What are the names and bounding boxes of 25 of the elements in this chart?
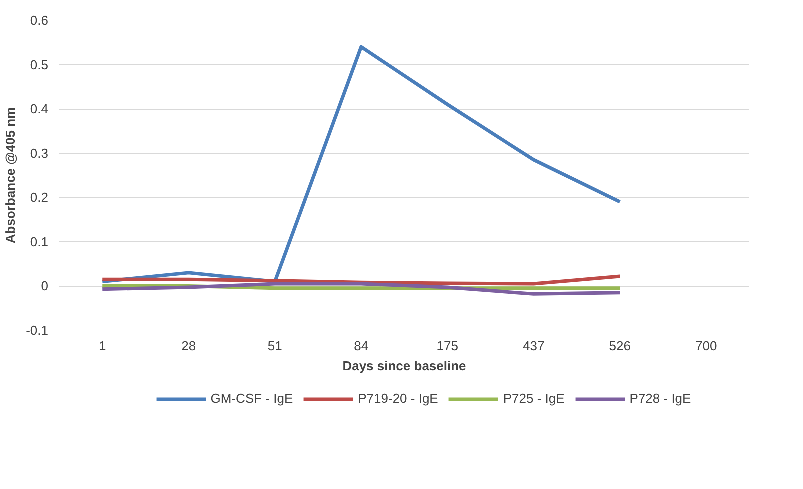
- line-series: [100, 45, 622, 284]
- legend-label: P728 - IgE: [630, 391, 692, 406]
- legend-label: P719-20 - IgE: [358, 391, 438, 406]
- x-tick-label: 526: [609, 338, 631, 354]
- line-series: [100, 282, 622, 296]
- x-tick-label: 437: [523, 338, 545, 354]
- y-tick-label: 0.6: [30, 13, 49, 28]
- y-tick-label: 0.4: [30, 102, 49, 117]
- x-tick-label: 51: [268, 338, 282, 354]
- x-tick-label: 700: [696, 338, 718, 354]
- y-axis-title: Absorbance @405 nm: [3, 107, 18, 244]
- y-tick-label: -0.1: [26, 323, 49, 338]
- y-tick-label: 0.1: [30, 234, 49, 250]
- x-tick-label: 175: [436, 338, 458, 354]
- legend-label: GM-CSF - IgE: [210, 391, 294, 406]
- line-series: [100, 274, 622, 286]
- x-tick-label: 1: [99, 338, 106, 354]
- y-tick-label: 0.5: [30, 57, 49, 72]
- legend-label: P725 - IgE: [503, 391, 565, 406]
- x-axis-title: Days since baseline: [342, 358, 466, 374]
- x-tick-label: 28: [182, 338, 196, 354]
- x-tick-label: 84: [354, 338, 369, 354]
- y-tick-label: 0.2: [30, 190, 49, 206]
- y-tick-label: 0.3: [30, 146, 49, 161]
- y-tick-label: 0: [41, 278, 49, 294]
